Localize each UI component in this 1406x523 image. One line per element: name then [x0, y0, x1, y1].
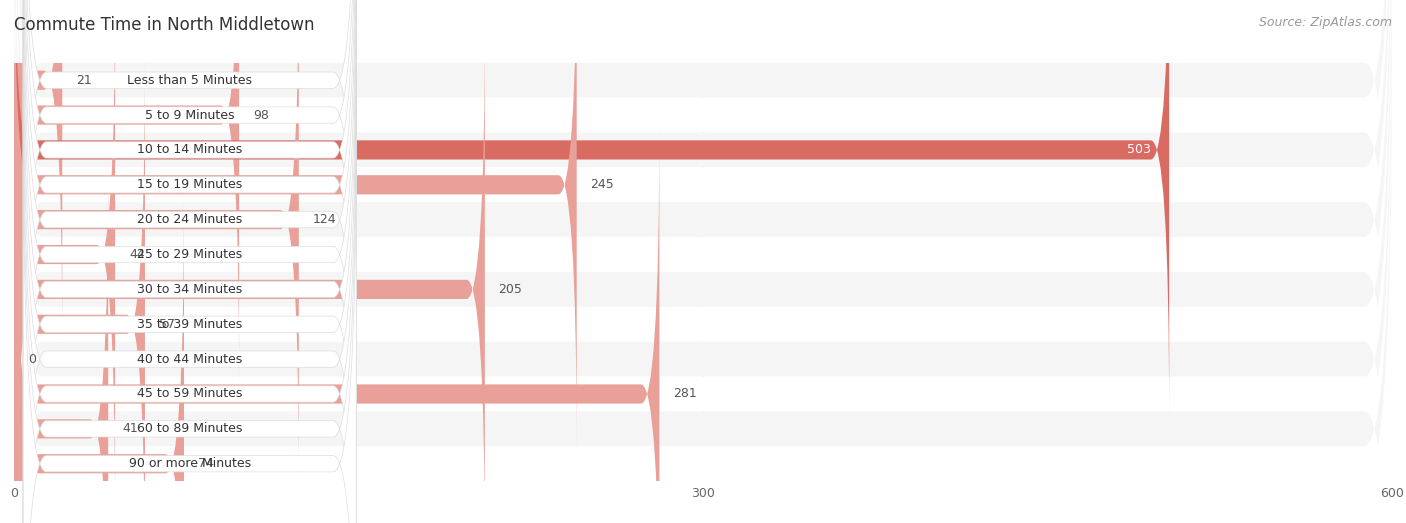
FancyBboxPatch shape	[14, 0, 1392, 523]
FancyBboxPatch shape	[14, 63, 1392, 523]
Text: 205: 205	[499, 283, 523, 296]
Text: Less than 5 Minutes: Less than 5 Minutes	[127, 74, 252, 87]
FancyBboxPatch shape	[14, 55, 145, 523]
FancyBboxPatch shape	[14, 0, 1392, 523]
Text: 21: 21	[76, 74, 91, 87]
FancyBboxPatch shape	[14, 0, 239, 384]
FancyBboxPatch shape	[14, 0, 299, 489]
Text: 57: 57	[159, 318, 174, 331]
Text: 124: 124	[312, 213, 336, 226]
Text: 5 to 9 Minutes: 5 to 9 Minutes	[145, 109, 235, 121]
Text: 90 or more Minutes: 90 or more Minutes	[129, 457, 250, 470]
Text: 503: 503	[1128, 143, 1152, 156]
FancyBboxPatch shape	[14, 0, 1392, 523]
FancyBboxPatch shape	[24, 0, 356, 456]
FancyBboxPatch shape	[14, 20, 485, 523]
FancyBboxPatch shape	[14, 0, 1392, 523]
FancyBboxPatch shape	[14, 299, 18, 419]
FancyBboxPatch shape	[24, 0, 356, 523]
FancyBboxPatch shape	[14, 0, 576, 454]
Text: 60 to 89 Minutes: 60 to 89 Minutes	[136, 423, 242, 435]
FancyBboxPatch shape	[14, 28, 1392, 523]
FancyBboxPatch shape	[14, 124, 659, 523]
FancyBboxPatch shape	[24, 0, 356, 491]
FancyBboxPatch shape	[24, 0, 356, 523]
FancyBboxPatch shape	[24, 0, 356, 523]
FancyBboxPatch shape	[14, 0, 62, 349]
Text: 25 to 29 Minutes: 25 to 29 Minutes	[138, 248, 242, 261]
Text: Commute Time in North Middletown: Commute Time in North Middletown	[14, 16, 315, 33]
FancyBboxPatch shape	[24, 53, 356, 523]
Text: 98: 98	[253, 109, 269, 121]
FancyBboxPatch shape	[14, 0, 1170, 419]
FancyBboxPatch shape	[14, 0, 1392, 523]
FancyBboxPatch shape	[24, 19, 356, 523]
FancyBboxPatch shape	[24, 0, 356, 523]
Text: 20 to 24 Minutes: 20 to 24 Minutes	[138, 213, 242, 226]
Text: 44: 44	[129, 248, 145, 261]
Text: 74: 74	[198, 457, 214, 470]
FancyBboxPatch shape	[24, 88, 356, 523]
Text: 40 to 44 Minutes: 40 to 44 Minutes	[138, 353, 242, 366]
FancyBboxPatch shape	[14, 195, 184, 523]
FancyBboxPatch shape	[14, 0, 115, 523]
Text: 281: 281	[673, 388, 697, 401]
FancyBboxPatch shape	[14, 0, 1392, 481]
FancyBboxPatch shape	[14, 0, 1392, 516]
Text: Source: ZipAtlas.com: Source: ZipAtlas.com	[1258, 16, 1392, 29]
FancyBboxPatch shape	[24, 0, 356, 523]
FancyBboxPatch shape	[14, 0, 1392, 523]
Text: 10 to 14 Minutes: 10 to 14 Minutes	[138, 143, 242, 156]
Text: 15 to 19 Minutes: 15 to 19 Minutes	[138, 178, 242, 191]
Text: 245: 245	[591, 178, 614, 191]
FancyBboxPatch shape	[24, 0, 356, 420]
Text: 45 to 59 Minutes: 45 to 59 Minutes	[136, 388, 242, 401]
Text: 30 to 34 Minutes: 30 to 34 Minutes	[138, 283, 242, 296]
Text: 41: 41	[122, 423, 138, 435]
FancyBboxPatch shape	[14, 160, 108, 523]
FancyBboxPatch shape	[14, 0, 1392, 523]
Text: 0: 0	[28, 353, 35, 366]
Text: 35 to 39 Minutes: 35 to 39 Minutes	[138, 318, 242, 331]
FancyBboxPatch shape	[14, 0, 1392, 523]
FancyBboxPatch shape	[24, 123, 356, 523]
